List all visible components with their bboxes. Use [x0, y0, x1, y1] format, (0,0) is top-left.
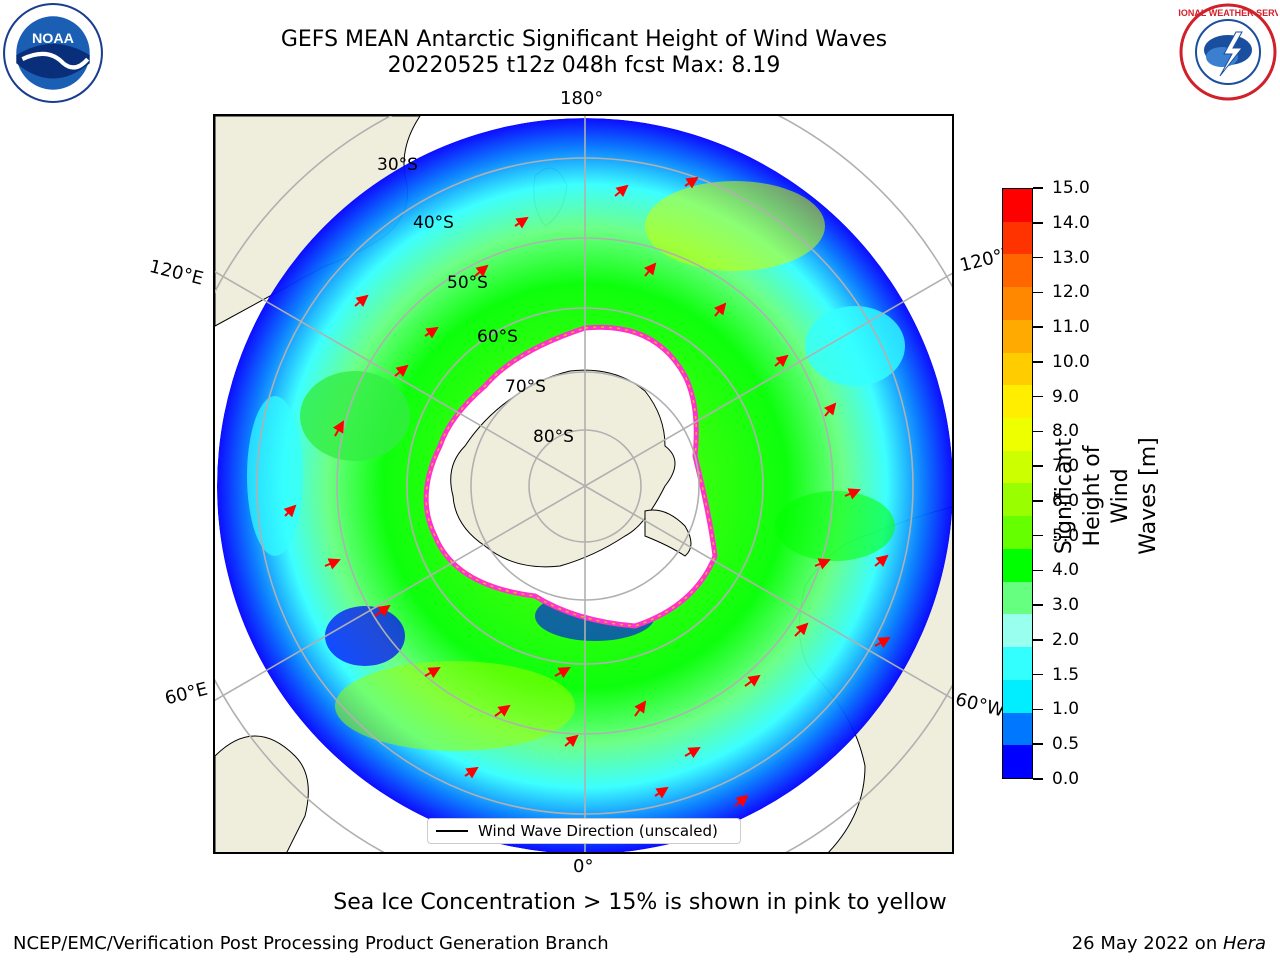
colorbar-segment: [1003, 679, 1032, 713]
lat-label-60s: 60°S: [477, 327, 518, 347]
colorbar-tick-mark: [1033, 465, 1043, 467]
lon-label-0: 0°: [573, 856, 594, 877]
colorbar-tick-mark: [1033, 673, 1043, 676]
colorbar-segment: [1003, 385, 1032, 419]
colorbar-tick-label: 2.0: [1052, 629, 1080, 650]
colorbar-segment: [1003, 614, 1032, 648]
colorbar-tick-label: 11.0: [1052, 317, 1090, 338]
colorbar-tick-label: 1.0: [1052, 699, 1080, 720]
colorbar-tick-label: 12.0: [1052, 282, 1090, 303]
map-title: GEFS MEAN Antarctic Significant Height o…: [280, 27, 888, 52]
colorbar-tick-mark: [1033, 534, 1043, 537]
graticule: [215, 116, 952, 852]
colorbar-tick-label: 9.0: [1052, 386, 1080, 407]
colorbar-title: Significant Height of Wind Waves [m]: [1052, 437, 1161, 555]
run-host: Hera: [1222, 933, 1266, 954]
colorbar-segment: [1003, 352, 1032, 386]
colorbar-tick-mark: [1033, 604, 1043, 606]
legend-label: Wind Wave Direction (unscaled): [478, 822, 718, 840]
colorbar: [1002, 188, 1033, 779]
colorbar-tick-label: 8.0: [1052, 421, 1080, 442]
lat-label-80s: 80°S: [533, 427, 574, 447]
colorbar-segment: [1003, 450, 1032, 484]
colorbar-segment: [1003, 548, 1032, 582]
colorbar-tick-label: 13.0: [1052, 247, 1090, 268]
colorbar-tick-mark: [1033, 222, 1043, 224]
colorbar-tick-label: 4.0: [1052, 560, 1080, 581]
colorbar-tick-mark: [1033, 743, 1043, 745]
producer-credit: NCEP/EMC/Verification Post Processing Pr…: [13, 933, 609, 954]
colorbar-segment: [1003, 418, 1032, 451]
antarctic-peninsula: [644, 509, 692, 557]
colorbar-segment: [1003, 189, 1032, 222]
colorbar-segment: [1003, 221, 1032, 255]
colorbar-tick-mark: [1033, 430, 1043, 433]
nws-logo-text: NATIONAL WEATHER SERVICE: [1178, 8, 1278, 18]
lat-label-50s: 50°S: [447, 273, 488, 293]
lon-label-120e: 120°E: [147, 256, 206, 290]
lon-label-60w: 60°W: [953, 689, 1007, 722]
noaa-logo-text: NOAA: [32, 31, 74, 47]
colorbar-tick-label: 10.0: [1052, 351, 1090, 372]
noaa-logo: NOAA: [3, 3, 103, 103]
map-subtitle: 20220525 t12z 048h fcst Max: 8.19: [387, 53, 781, 78]
nws-logo: NATIONAL WEATHER SERVICE: [1178, 3, 1278, 101]
colorbar-tick-mark: [1033, 708, 1043, 711]
wind-wave-direction-legend: Wind Wave Direction (unscaled): [427, 818, 741, 844]
colorbar-tick-label: 7.0: [1052, 456, 1080, 477]
lon-label-60e: 60°E: [162, 678, 210, 710]
wave-direction-arrows: [283, 176, 891, 808]
sea-ice-footnote: Sea Ice Concentration > 15% is shown in …: [333, 890, 947, 915]
colorbar-segment: [1003, 516, 1032, 549]
sea-ice-and-antarctica: [423, 324, 718, 629]
antarctica-land: [450, 369, 676, 568]
latitude-labels: 30°S 40°S 50°S 60°S 70°S 80°S: [377, 155, 574, 447]
lon-label-180: 180°: [560, 88, 604, 109]
colorbar-segment: [1003, 712, 1032, 746]
colorbar-tick-mark: [1033, 395, 1043, 398]
colorbar-tick-label: 0.0: [1052, 769, 1080, 789]
africa-land: [215, 735, 309, 852]
colorbar-segment: [1003, 647, 1032, 680]
colorbar-tick-mark: [1033, 778, 1043, 780]
run-date-credit: 26 May 2022 on Hera: [1072, 933, 1266, 955]
colorbar-tick-mark: [1033, 500, 1043, 502]
legend-line-icon: [436, 830, 468, 832]
colorbar-segment: [1003, 745, 1032, 778]
colorbar-segment: [1003, 581, 1032, 615]
colorbar-segment: [1003, 287, 1032, 320]
colorbar-tick-mark: [1033, 569, 1043, 572]
colorbar-tick-label: 15.0: [1052, 178, 1090, 198]
colorbar-segment: [1003, 483, 1032, 517]
map-panel[interactable]: 30°S 40°S 50°S 60°S 70°S 80°S: [213, 114, 954, 854]
colorbar-tick-mark: [1033, 256, 1043, 259]
lat-label-40s: 40°S: [413, 213, 454, 233]
colorbar-tick-label: 6.0: [1052, 490, 1080, 511]
run-date: 26 May 2022 on: [1071, 933, 1223, 954]
colorbar-tick-mark: [1033, 187, 1043, 189]
colorbar-tick-label: 3.0: [1052, 595, 1080, 616]
colorbar-tick-label: 5.0: [1052, 525, 1080, 546]
lat-label-30s: 30°S: [377, 155, 418, 175]
colorbar-tick-label: 1.5: [1052, 664, 1080, 685]
colorbar-tick-mark: [1033, 639, 1043, 641]
antarctic-wave-map[interactable]: 30°S 40°S 50°S 60°S 70°S 80°S: [215, 116, 954, 854]
colorbar-segment: [1003, 319, 1032, 353]
colorbar-tick-mark: [1033, 291, 1043, 294]
colorbar-tick-mark: [1033, 361, 1043, 363]
colorbar-tick-label: 14.0: [1052, 212, 1090, 233]
colorbar-tick-mark: [1033, 326, 1043, 328]
colorbar-tick-label: 0.5: [1052, 734, 1080, 755]
colorbar-segment: [1003, 254, 1032, 288]
lat-label-70s: 70°S: [505, 377, 546, 397]
